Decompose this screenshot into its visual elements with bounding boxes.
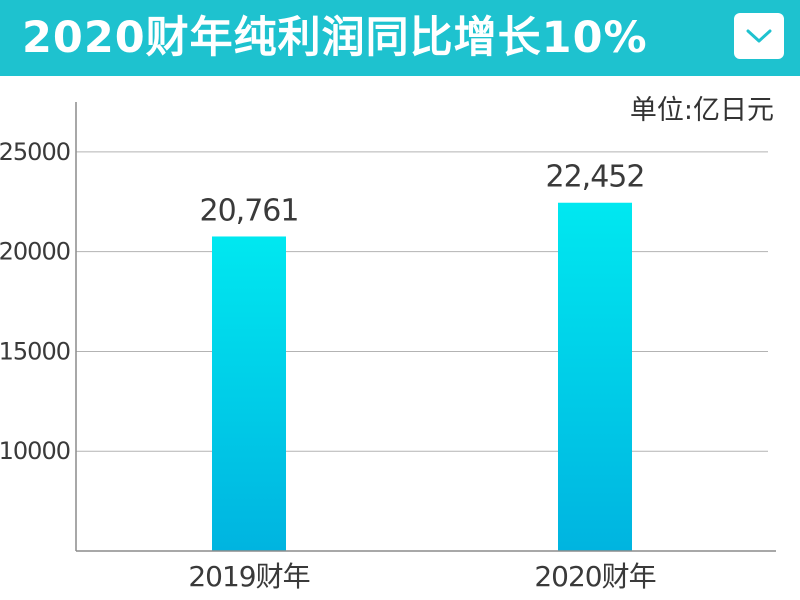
data-label: 20,761 xyxy=(200,193,299,228)
chevron-down-icon xyxy=(746,29,772,43)
y-tick-label: 15000 xyxy=(0,337,70,365)
x-tick-label: 2020财年 xyxy=(534,560,655,593)
grid-layer xyxy=(76,151,768,452)
dropdown-button[interactable] xyxy=(734,13,784,59)
label-layer: 10000 15000 20000 25000 20,761 2019财年 22,452 20… xyxy=(0,138,657,593)
page-title: 2020财年纯利润同比增长10% xyxy=(22,13,648,63)
unit-label: 单位:亿日元 xyxy=(629,95,774,126)
y-tick-label: 20000 xyxy=(0,238,70,266)
data-label: 22,452 xyxy=(546,160,645,195)
y-tick-label: 10000 xyxy=(0,437,70,465)
axis-layer xyxy=(75,102,776,552)
y-tick-label: 25000 xyxy=(0,138,70,166)
bar xyxy=(558,202,632,551)
bar-layer xyxy=(212,202,632,552)
header-bar: 2020财年纯利润同比增长10% xyxy=(0,0,800,76)
bar xyxy=(212,236,286,552)
x-tick-label: 2019财年 xyxy=(188,560,309,593)
